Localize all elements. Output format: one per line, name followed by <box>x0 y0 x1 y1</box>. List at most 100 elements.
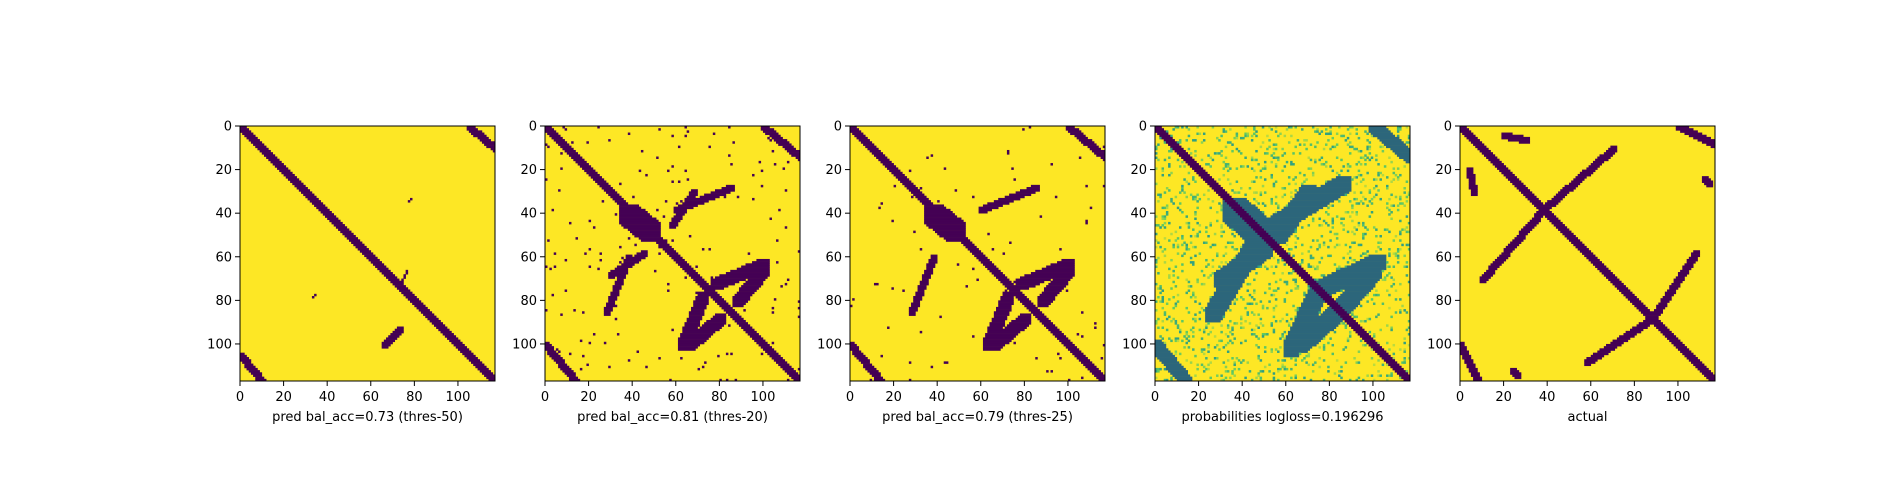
heatmap-cell <box>560 145 572 149</box>
heatmap-cell <box>1159 193 1162 197</box>
heatmap-cell <box>730 269 770 273</box>
heatmap-cell <box>1285 335 1326 338</box>
panel-4-frame <box>1154 125 1411 382</box>
heatmap-cell <box>1396 176 1400 179</box>
heatmap-cell <box>1094 374 1106 377</box>
heatmap-cell <box>1207 276 1210 279</box>
heatmap-cell <box>588 341 592 345</box>
heatmap-cell <box>1403 378 1411 382</box>
heatmap-cell <box>1250 167 1254 170</box>
heatmap-cell <box>1174 304 1178 308</box>
heatmap-cell <box>1213 335 1217 338</box>
heatmap-cell <box>1283 367 1287 371</box>
heatmap-cell <box>1216 219 1219 223</box>
heatmap-cell <box>1307 250 1311 253</box>
heatmap-cell <box>1246 165 1250 168</box>
heatmap-cell <box>1388 252 1391 255</box>
heatmap-cell <box>1335 215 1339 218</box>
heatmap-cell <box>1196 234 1199 238</box>
heatmap-cell <box>1011 167 1014 170</box>
y-tick-label: 40 <box>1435 207 1452 222</box>
y-tick-label: 60 <box>520 250 537 265</box>
heatmap-cell <box>880 160 892 164</box>
heatmap-cell <box>1292 304 1295 308</box>
heatmap-cell <box>440 330 452 334</box>
heatmap-cell <box>1185 126 1188 129</box>
heatmap-cell <box>1407 221 1411 225</box>
heatmap-cell <box>1364 343 1367 347</box>
heatmap-cell <box>1370 211 1374 214</box>
heatmap-cell <box>1213 274 1250 277</box>
heatmap-cell <box>1377 163 1380 166</box>
heatmap-cell <box>1155 128 1165 131</box>
heatmap-cell <box>1348 335 1352 338</box>
heatmap-cell <box>1233 191 1236 194</box>
heatmap-cell <box>255 378 267 382</box>
heatmap-cell <box>1379 374 1382 377</box>
heatmap-cell <box>880 202 883 205</box>
heatmap-cell <box>1462 132 1474 136</box>
heatmap-cell <box>732 317 744 321</box>
heatmap-cell <box>1155 367 1158 371</box>
heatmap-cell <box>1340 322 1343 325</box>
heatmap-cell <box>1366 171 1369 175</box>
heatmap-cell <box>998 278 1010 282</box>
heatmap-cell <box>1338 302 1361 306</box>
heatmap-cell <box>1081 311 1084 314</box>
heatmap-cell <box>1575 176 1587 179</box>
heatmap-cell <box>1172 296 1175 299</box>
heatmap-cell <box>1226 359 1230 362</box>
heatmap-cell <box>913 230 916 234</box>
heatmap-cell <box>1359 156 1363 159</box>
heatmap-cell <box>1390 211 1393 214</box>
heatmap-cell <box>1235 167 1239 170</box>
heatmap-cell <box>1290 367 1293 371</box>
heatmap-cell <box>1381 149 1385 153</box>
heatmap-cell <box>715 276 768 279</box>
heatmap-cell <box>1222 128 1226 131</box>
heatmap-cell <box>1268 282 1271 286</box>
heatmap-cell <box>1294 280 1297 284</box>
heatmap-cell <box>1240 250 1273 253</box>
heatmap-cell <box>989 269 1001 273</box>
heatmap-cell <box>1257 372 1260 375</box>
heatmap-cell <box>1294 230 1297 234</box>
heatmap-cell <box>1235 191 1239 194</box>
heatmap-cell <box>1357 202 1361 205</box>
heatmap-cell <box>1189 328 1193 332</box>
heatmap-cell <box>1039 319 1051 323</box>
heatmap-cell <box>240 354 247 358</box>
y-tick-label: 80 <box>825 294 842 309</box>
heatmap-cell <box>475 365 487 369</box>
heatmap-cell <box>908 309 918 312</box>
heatmap-cell <box>1305 354 1308 358</box>
heatmap-cell <box>597 267 600 271</box>
heatmap-cell <box>1174 352 1178 356</box>
heatmap-cell <box>1170 147 1173 151</box>
heatmap-cell <box>586 141 589 144</box>
heatmap-cell <box>1020 276 1073 279</box>
heatmap-cell <box>1342 291 1369 295</box>
heatmap-cell <box>616 202 629 205</box>
heatmap-cell <box>1514 184 1526 188</box>
heatmap-cell <box>1259 317 1263 321</box>
heatmap-cell <box>1172 274 1175 277</box>
heatmap-cell <box>1322 219 1326 223</box>
heatmap-cell <box>1481 274 1493 277</box>
heatmap-cell <box>390 333 402 336</box>
heatmap-cell <box>1708 378 1716 382</box>
heatmap-cell <box>1695 365 1707 369</box>
heatmap-cell <box>1183 252 1186 255</box>
heatmap-cell <box>1601 272 1613 275</box>
heatmap-cell <box>1176 158 1180 162</box>
heatmap-cell <box>1368 126 1387 129</box>
heatmap-cell <box>1335 132 1339 136</box>
heatmap-cell <box>1353 315 1356 319</box>
heatmap-cell <box>1255 200 1258 203</box>
heatmap-cell <box>1218 339 1221 343</box>
heatmap-cell <box>1281 195 1284 199</box>
heatmap-cell <box>734 319 746 323</box>
heatmap-cell <box>1603 274 1616 277</box>
heatmap-cell <box>1224 200 1236 203</box>
